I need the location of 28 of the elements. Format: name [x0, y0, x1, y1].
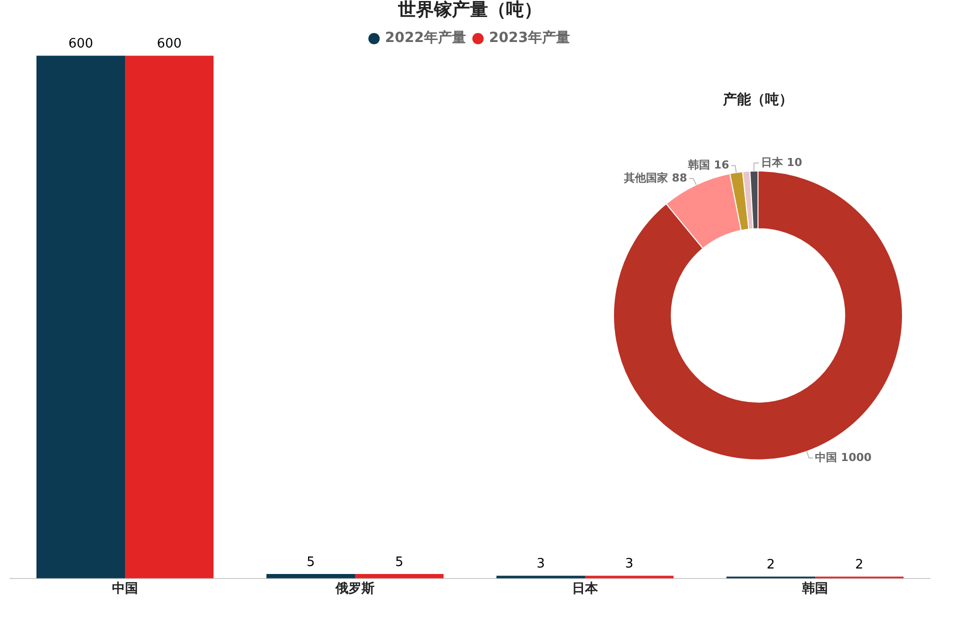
- bar: [355, 574, 444, 578]
- data-label: 10: [786, 156, 802, 169]
- legend-label: 2022年产量: [385, 29, 466, 46]
- x-tick-label: 日本: [572, 582, 599, 597]
- chart-title: 世界镓产量（吨）: [397, 0, 542, 20]
- data-label: 5: [306, 554, 315, 570]
- bar: [266, 574, 355, 578]
- x-tick-label: 俄罗斯: [334, 582, 374, 597]
- data-label: 16: [714, 158, 730, 172]
- data-label: 1000: [840, 450, 872, 464]
- data-label: 600: [156, 36, 182, 52]
- x-tick-label: 中国: [112, 582, 138, 597]
- data-label: 2: [766, 558, 775, 573]
- data-label: 5: [395, 554, 404, 570]
- data-label: 3: [625, 556, 634, 572]
- slice-label: 其他国家: [623, 171, 668, 184]
- slice-label: 日本: [760, 156, 784, 169]
- legend-label: 2023年产量: [489, 29, 570, 46]
- slice-label: 中国: [815, 450, 838, 464]
- bar: [125, 56, 214, 578]
- data-label: 88: [672, 171, 688, 184]
- bar: [36, 56, 125, 578]
- data-label: 600: [68, 36, 94, 52]
- slice-label: 韩国: [687, 158, 710, 172]
- data-label: 3: [536, 556, 545, 572]
- chart-title: 产能（吨）: [722, 91, 793, 108]
- x-tick-label: 韩国: [801, 582, 828, 597]
- data-label: 2: [855, 558, 864, 573]
